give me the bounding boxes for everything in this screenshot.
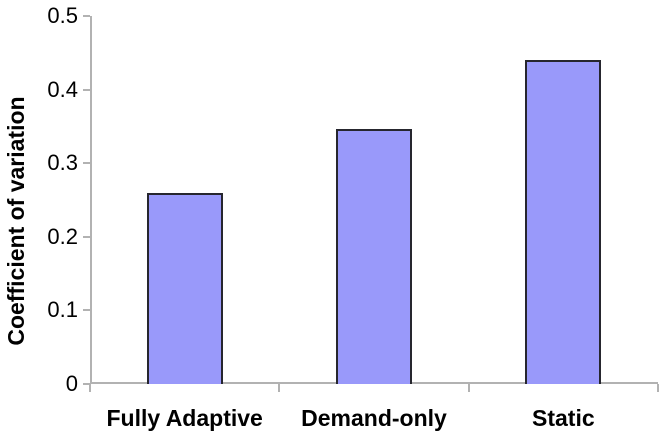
- bar-static: [525, 60, 602, 384]
- x-tick-mark: [467, 384, 470, 392]
- y-tick-label: 0: [65, 371, 78, 396]
- y-tick-mark: [83, 15, 90, 17]
- x-category-label: Demand-only: [301, 405, 447, 431]
- y-tick-mark: [83, 309, 90, 312]
- y-tick-label: 0.1: [47, 297, 78, 323]
- x-tick-mark: [278, 384, 281, 392]
- x-tick-mark: [657, 384, 659, 392]
- x-category-label: Fully Adaptive: [106, 405, 263, 431]
- y-axis-title: Coefficient of variation: [3, 96, 29, 346]
- y-tick-mark: [83, 88, 90, 91]
- y-tick-mark: [83, 383, 90, 385]
- x-tick-mark: [89, 384, 91, 392]
- y-tick-mark: [83, 235, 90, 238]
- y-tick-label: 0.4: [47, 76, 78, 102]
- y-tick-label: 0.5: [47, 3, 78, 28]
- y-tick-label: 0.2: [47, 223, 78, 249]
- x-category-label: Static: [532, 405, 595, 431]
- y-tick-label: 0.3: [47, 150, 78, 176]
- y-tick-mark: [83, 162, 90, 165]
- bar-demand-only: [336, 128, 412, 384]
- bar-fully-adaptive: [146, 192, 223, 384]
